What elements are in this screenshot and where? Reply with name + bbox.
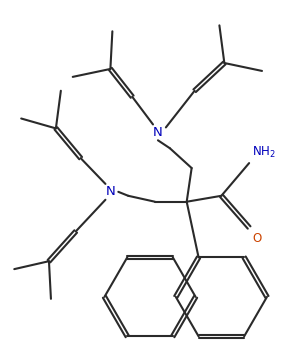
Text: N: N <box>106 185 115 198</box>
Text: N: N <box>153 126 163 139</box>
Text: O: O <box>252 233 261 245</box>
Text: NH$_2$: NH$_2$ <box>252 145 276 160</box>
